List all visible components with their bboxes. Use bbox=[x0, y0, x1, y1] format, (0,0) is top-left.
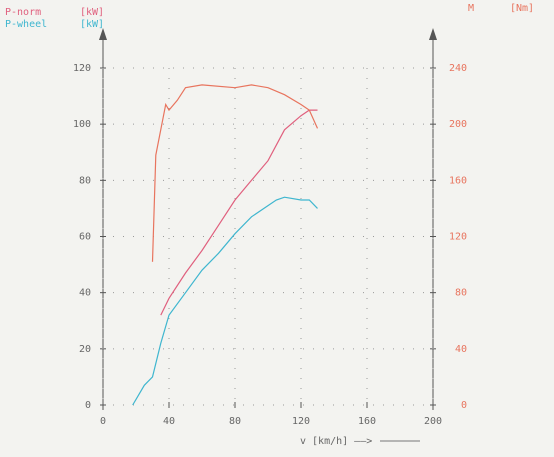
y-tick-label: 80 bbox=[79, 175, 91, 186]
legend-label: P-norm bbox=[5, 7, 41, 18]
x-tick-label: 40 bbox=[163, 416, 175, 427]
series-line bbox=[160, 109, 318, 316]
y2-tick-label: 40 bbox=[455, 344, 467, 355]
y-tick-label: 40 bbox=[79, 288, 91, 299]
x-tick-label: 200 bbox=[424, 416, 442, 427]
legend-unit: [Nm] bbox=[510, 3, 534, 14]
y-tick-label: 0 bbox=[85, 400, 91, 411]
y-tick-label: 60 bbox=[79, 232, 91, 243]
x-tick-label: 80 bbox=[229, 416, 241, 427]
y-tick-label: 120 bbox=[73, 63, 91, 74]
y2-tick-label: 0 bbox=[461, 400, 467, 411]
legend-label: P-wheel bbox=[5, 19, 47, 30]
legend-unit: [kW] bbox=[80, 7, 104, 18]
x-tick-label: 0 bbox=[100, 416, 106, 427]
x-tick-label: 120 bbox=[292, 416, 310, 427]
series-line bbox=[151, 84, 319, 262]
y-tick-label: 100 bbox=[73, 119, 91, 130]
y2-tick-label: 80 bbox=[455, 288, 467, 299]
y2-tick-label: 240 bbox=[449, 63, 467, 74]
y2-tick-label: 200 bbox=[449, 119, 467, 130]
y-tick-label: 20 bbox=[79, 344, 91, 355]
y2-tick-label: 160 bbox=[449, 175, 467, 186]
series-line bbox=[132, 196, 318, 406]
y2-tick-label: 120 bbox=[449, 232, 467, 243]
y2-axis-arrow bbox=[429, 28, 437, 40]
x-axis-label: v [km/h] ——> bbox=[300, 436, 372, 447]
y-axis-arrow bbox=[99, 28, 107, 40]
legend-label: M bbox=[468, 3, 474, 14]
legend-unit: [kW] bbox=[80, 19, 104, 30]
x-tick-label: 160 bbox=[358, 416, 376, 427]
